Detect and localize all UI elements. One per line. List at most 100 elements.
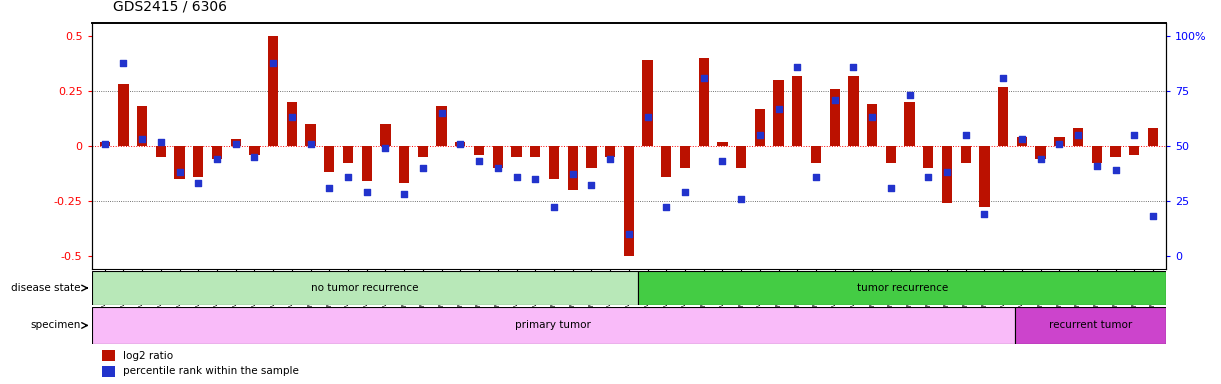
Point [844,64,863,70]
Point [974,211,994,217]
Bar [436,106,447,146]
Bar [604,146,615,157]
Point [918,174,938,180]
Point [1031,156,1050,162]
Bar [923,146,934,168]
Text: no tumor recurrence: no tumor recurrence [311,283,419,293]
Point [1125,132,1144,138]
Bar [548,146,559,179]
Bar [1017,137,1027,146]
Bar [1129,146,1139,155]
Point [713,158,733,164]
Point [208,156,227,162]
Text: GDS2415 / 6306: GDS2415 / 6306 [114,0,227,13]
Point [114,60,133,66]
Point [657,204,676,210]
Point [264,60,283,66]
Bar [568,146,578,190]
Point [338,174,358,180]
Bar [380,124,391,146]
Point [132,136,151,142]
Bar [92,271,639,305]
Point [170,169,189,175]
Point [900,93,919,99]
Bar [998,87,1009,146]
Bar [455,142,465,146]
Bar [343,146,353,164]
Bar [267,36,278,146]
Point [637,114,657,121]
Point [601,156,620,162]
Bar [305,124,316,146]
Point [769,106,789,112]
Bar [156,146,166,157]
Bar [885,146,896,164]
Bar [1054,137,1065,146]
Point [750,132,769,138]
Point [862,114,882,121]
Text: disease state: disease state [11,283,81,293]
Point [151,139,171,145]
Point [938,169,957,175]
Point [300,141,320,147]
Point [806,174,825,180]
Point [320,185,339,191]
Bar [103,366,115,377]
Point [675,189,695,195]
Bar [586,146,597,168]
Point [1068,132,1088,138]
Bar [399,146,409,183]
Text: log2 ratio: log2 ratio [123,351,173,361]
Bar [418,146,429,157]
Point [244,154,264,160]
Point [1012,136,1032,142]
Point [731,195,751,202]
Point [507,174,526,180]
Point [282,114,302,121]
Point [825,97,845,103]
Bar [680,146,690,168]
Bar [212,146,222,159]
Bar [1148,128,1158,146]
Text: tumor recurrence: tumor recurrence [856,283,947,293]
Point [226,141,245,147]
Bar [530,146,541,157]
Point [882,185,901,191]
Bar [829,89,840,146]
Bar [100,142,110,146]
Bar [717,142,728,146]
Point [525,176,545,182]
Point [788,64,807,70]
Bar [118,84,128,146]
Point [1143,213,1162,219]
Bar [287,102,297,146]
Text: percentile rank within the sample: percentile rank within the sample [123,366,299,376]
Point [619,231,639,237]
Bar [231,139,241,146]
Bar [905,102,915,146]
Point [1050,141,1070,147]
Bar [849,76,858,146]
Point [394,191,414,197]
Text: primary tumor: primary tumor [515,320,591,331]
Point [581,182,601,189]
Bar [1092,146,1101,164]
Bar [361,146,372,181]
Point [451,141,470,147]
Point [694,75,713,81]
Text: specimen: specimen [31,320,81,331]
Bar [193,146,204,177]
Bar [1073,128,1083,146]
Bar [961,146,971,164]
Point [432,110,452,116]
Bar [137,106,148,146]
Bar [624,146,634,256]
Bar [698,58,709,146]
Bar [512,146,521,157]
Point [469,158,488,164]
Point [994,75,1013,81]
Point [1106,167,1126,173]
Point [188,180,208,186]
Text: recurrent tumor: recurrent tumor [1049,320,1132,331]
Bar [941,146,952,203]
